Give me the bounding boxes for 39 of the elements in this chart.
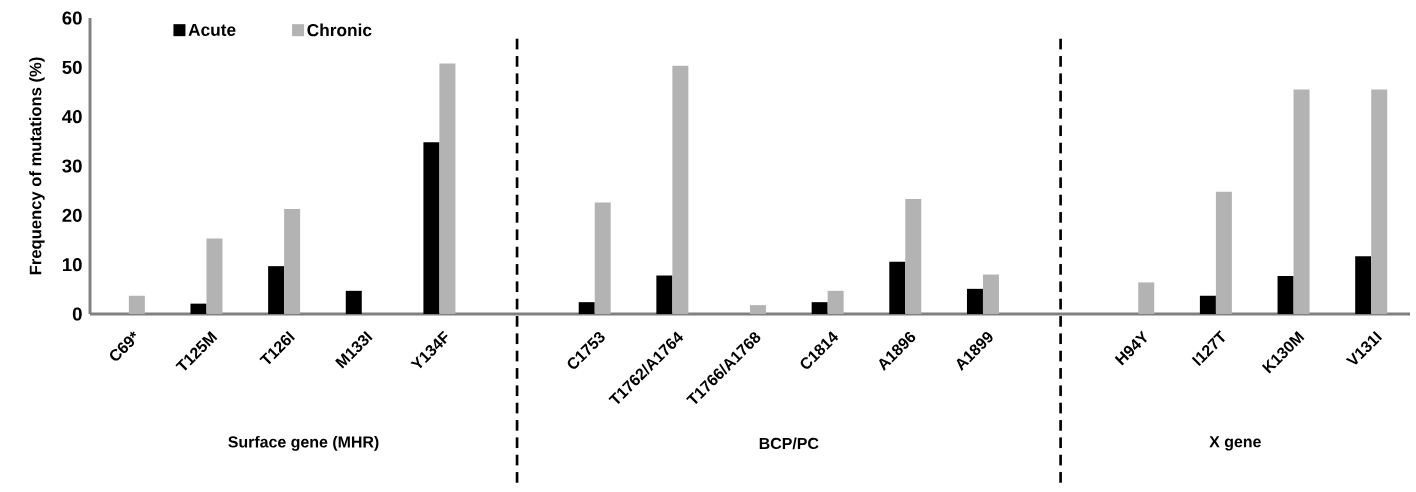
text: Surface gene (MHR) [228, 435, 379, 451]
bar [594, 202, 611, 314]
bar [982, 274, 999, 314]
bar [1277, 276, 1294, 314]
text: X gene [1209, 436, 1261, 451]
y-tick-label: 60 [62, 11, 82, 25]
bar [345, 290, 362, 314]
bar [889, 261, 906, 314]
bar [1215, 191, 1232, 314]
y-tick-label: 20 [62, 208, 82, 222]
bar [1138, 282, 1155, 314]
bar [190, 303, 207, 314]
bar [1199, 295, 1216, 314]
bar [284, 208, 301, 314]
bar [423, 142, 440, 314]
bar [966, 288, 983, 314]
legend-label: Chronic [307, 23, 372, 37]
bar [128, 295, 145, 314]
bar [268, 266, 285, 314]
bar [905, 199, 922, 314]
bar [1371, 89, 1388, 314]
y-tick-label: 0 [72, 307, 82, 321]
y-tick-label: 30 [62, 159, 82, 173]
bar [672, 65, 689, 314]
text: BCP/PC [759, 437, 819, 450]
bar [439, 63, 456, 314]
bar [827, 290, 844, 314]
y-tick-label: 50 [62, 60, 82, 74]
bar [1355, 256, 1372, 314]
bar [206, 238, 223, 314]
legend-label: Acute [188, 23, 236, 36]
y-tick-label: 40 [62, 110, 82, 124]
bar [811, 302, 828, 314]
bar [1293, 89, 1310, 314]
bar [656, 275, 673, 314]
y-tick-label: 10 [62, 258, 82, 272]
bar [750, 305, 767, 314]
bar [578, 302, 595, 314]
y-axis-title: Frequency of mutations (%) [29, 57, 45, 275]
